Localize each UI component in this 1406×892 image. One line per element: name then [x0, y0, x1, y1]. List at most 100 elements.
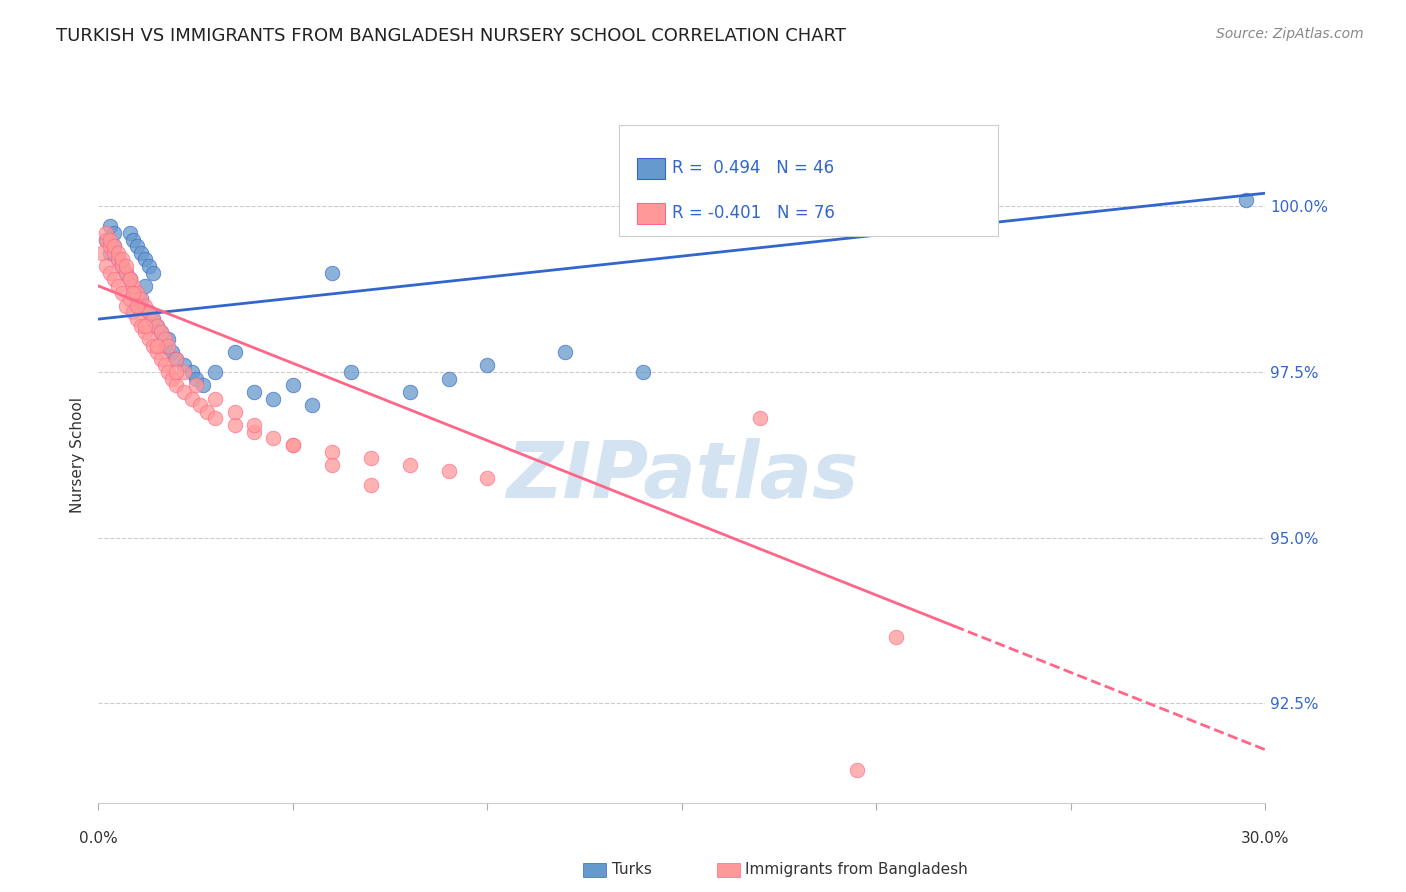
Point — [173, 359, 195, 373]
Text: 30.0%: 30.0% — [1241, 830, 1289, 846]
Point — [173, 384, 195, 399]
Point — [321, 458, 343, 472]
Point — [146, 318, 169, 333]
Point — [142, 312, 165, 326]
Point — [122, 285, 145, 300]
Point — [142, 266, 165, 280]
Point — [157, 332, 180, 346]
Point — [96, 233, 118, 247]
Point — [281, 378, 304, 392]
Point — [162, 345, 184, 359]
Text: Turks: Turks — [612, 863, 651, 877]
Point — [129, 292, 152, 306]
Point — [103, 226, 125, 240]
Text: R =  0.494   N = 46: R = 0.494 N = 46 — [672, 160, 834, 178]
Point — [184, 372, 207, 386]
Point — [477, 359, 499, 373]
Point — [180, 365, 202, 379]
Point — [114, 266, 136, 280]
Point — [188, 398, 211, 412]
Point — [281, 438, 304, 452]
Point — [96, 226, 118, 240]
Point — [865, 829, 887, 843]
Point — [360, 477, 382, 491]
Point — [437, 465, 460, 479]
Point — [243, 418, 266, 433]
Point — [98, 233, 121, 247]
Point — [204, 392, 226, 406]
Point — [243, 384, 266, 399]
Point — [127, 239, 149, 253]
Text: Source: ZipAtlas.com: Source: ZipAtlas.com — [1216, 27, 1364, 41]
Point — [281, 438, 304, 452]
Point — [153, 332, 176, 346]
Point — [111, 259, 134, 273]
Point — [134, 318, 156, 333]
Point — [165, 351, 187, 366]
Point — [884, 630, 907, 644]
Point — [162, 372, 184, 386]
Point — [96, 233, 118, 247]
Point — [103, 239, 125, 253]
Point — [146, 318, 169, 333]
Point — [157, 338, 180, 352]
Point — [243, 425, 266, 439]
Point — [129, 292, 152, 306]
Point — [165, 365, 187, 379]
Point — [398, 384, 420, 399]
Point — [129, 245, 152, 260]
Point — [107, 252, 129, 267]
Point — [321, 266, 343, 280]
Point — [165, 351, 187, 366]
Point — [554, 345, 576, 359]
Point — [138, 305, 160, 319]
Point — [360, 451, 382, 466]
Point — [1234, 193, 1257, 207]
Point — [631, 365, 654, 379]
Point — [127, 299, 149, 313]
Point — [149, 326, 172, 340]
Point — [149, 351, 172, 366]
Point — [153, 359, 176, 373]
Point — [98, 245, 121, 260]
Text: TURKISH VS IMMIGRANTS FROM BANGLADESH NURSERY SCHOOL CORRELATION CHART: TURKISH VS IMMIGRANTS FROM BANGLADESH NU… — [56, 27, 846, 45]
Point — [134, 252, 156, 267]
Point — [127, 299, 149, 313]
Point — [114, 266, 136, 280]
Point — [111, 285, 134, 300]
Point — [103, 245, 125, 260]
Point — [122, 279, 145, 293]
Point — [398, 458, 420, 472]
Point — [142, 338, 165, 352]
Point — [173, 365, 195, 379]
Point — [118, 226, 141, 240]
Point — [138, 305, 160, 319]
Text: ZIPatlas: ZIPatlas — [506, 438, 858, 514]
Point — [224, 405, 246, 419]
Point — [118, 272, 141, 286]
Text: 0.0%: 0.0% — [79, 830, 118, 846]
Point — [98, 239, 121, 253]
Point — [103, 239, 125, 253]
Point — [195, 405, 218, 419]
Point — [91, 245, 114, 260]
Text: Immigrants from Bangladesh: Immigrants from Bangladesh — [745, 863, 967, 877]
Point — [204, 411, 226, 425]
Point — [127, 312, 149, 326]
Point — [262, 431, 284, 445]
Point — [157, 365, 180, 379]
Point — [184, 378, 207, 392]
Point — [134, 326, 156, 340]
Point — [114, 259, 136, 273]
Point — [477, 471, 499, 485]
Point — [127, 285, 149, 300]
Point — [165, 378, 187, 392]
Point — [111, 252, 134, 267]
Point — [224, 418, 246, 433]
Point — [340, 365, 363, 379]
Point — [134, 299, 156, 313]
Point — [146, 345, 169, 359]
Point — [118, 292, 141, 306]
Point — [262, 392, 284, 406]
Point — [114, 299, 136, 313]
